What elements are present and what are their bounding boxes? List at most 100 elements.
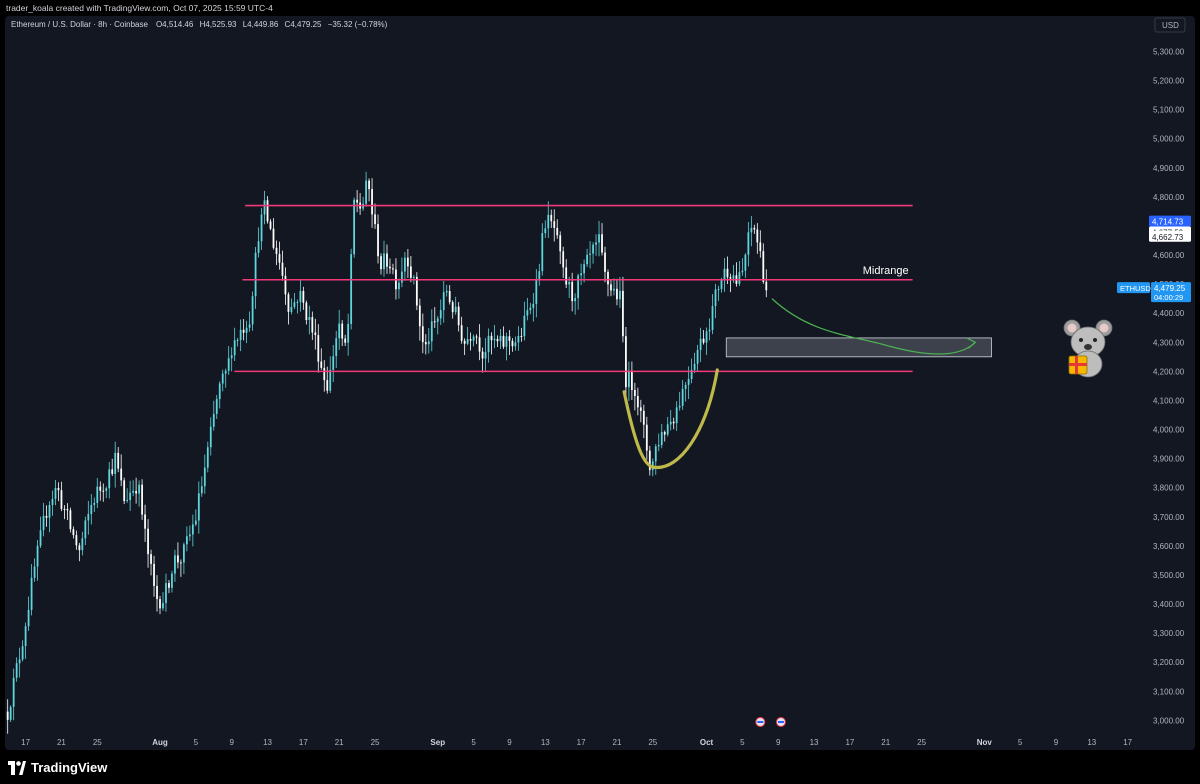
candle xyxy=(705,327,708,355)
candle xyxy=(27,596,30,631)
candle xyxy=(657,433,660,452)
candle xyxy=(454,296,457,315)
candle xyxy=(678,391,681,411)
candle xyxy=(398,278,400,299)
candle xyxy=(415,272,418,311)
close-value: C4,479.25 xyxy=(285,20,322,29)
candle xyxy=(392,263,394,275)
candle xyxy=(221,369,224,392)
candle xyxy=(365,171,367,207)
candle xyxy=(111,458,114,477)
candle xyxy=(150,549,152,576)
candle xyxy=(359,193,362,215)
candle xyxy=(371,178,373,228)
candle xyxy=(132,480,135,497)
price-tick-label: 4,200.00 xyxy=(1153,367,1185,376)
price-tick-label: 4,600.00 xyxy=(1153,251,1185,260)
price-tick-label: 3,900.00 xyxy=(1153,455,1185,464)
chart-frame[interactable]: Midrange Ethereum / U.S. Dollar · 8h · C… xyxy=(5,16,1195,750)
candle xyxy=(532,293,535,322)
cup-pattern-curve[interactable] xyxy=(622,368,719,469)
candle xyxy=(729,273,732,293)
candle xyxy=(123,477,126,505)
time-axis[interactable]: 17 21 25 Aug 5 9 13 17 21 25 Sep 5 9 13 17 21 25 Oct 5 9 13 1… xyxy=(21,738,1133,747)
candle xyxy=(209,417,212,456)
tradingview-logo[interactable]: TradingView xyxy=(8,760,107,775)
candle xyxy=(756,223,759,254)
candle xyxy=(642,404,645,439)
candle xyxy=(505,332,508,361)
candle xyxy=(583,259,585,283)
price-tick-label: 3,300.00 xyxy=(1153,629,1185,638)
currency-badge[interactable] xyxy=(1154,17,1186,33)
brand-name: TradingView xyxy=(31,760,108,775)
candle xyxy=(114,441,117,488)
price-tick-label: 4,800.00 xyxy=(1153,193,1185,202)
candle xyxy=(427,327,430,354)
candle xyxy=(84,516,87,546)
price-tick-label: 3,600.00 xyxy=(1153,542,1185,551)
candle xyxy=(15,657,18,682)
candle xyxy=(290,298,293,315)
candle xyxy=(702,329,705,345)
candle xyxy=(493,325,496,349)
candle xyxy=(156,575,158,612)
candle xyxy=(293,293,296,309)
candle xyxy=(42,502,45,537)
candle xyxy=(168,579,170,594)
time-tick-label: Sep xyxy=(430,738,445,747)
candle xyxy=(260,208,263,250)
candle xyxy=(45,505,48,527)
candle xyxy=(559,231,562,265)
event-icons[interactable] xyxy=(755,717,786,727)
candle xyxy=(424,334,427,355)
candle xyxy=(562,246,565,278)
candle xyxy=(481,347,484,373)
candle xyxy=(433,307,436,328)
credit-text: trader_koala created with TradingView.co… xyxy=(6,3,273,13)
time-tick-label: 13 xyxy=(1087,738,1096,747)
candle xyxy=(96,478,99,509)
candle xyxy=(57,482,60,502)
candle xyxy=(633,382,636,411)
candle xyxy=(332,344,335,382)
time-tick-label: Aug xyxy=(152,738,168,747)
candle xyxy=(565,259,568,289)
candle xyxy=(663,430,666,442)
candle xyxy=(630,361,633,400)
time-tick-label: 25 xyxy=(93,738,102,747)
candle xyxy=(159,595,161,615)
candle xyxy=(183,542,185,574)
economic-event-icon[interactable] xyxy=(775,717,786,727)
candle xyxy=(347,313,350,356)
candle xyxy=(616,278,618,306)
candle xyxy=(356,190,359,213)
candle xyxy=(604,246,606,283)
projection-arrow[interactable] xyxy=(771,298,976,355)
target-zone[interactable] xyxy=(725,337,992,358)
candle xyxy=(406,248,409,278)
candle xyxy=(296,299,299,314)
candle xyxy=(278,241,281,270)
candle xyxy=(693,352,696,374)
candle xyxy=(401,257,403,288)
candle xyxy=(553,209,556,242)
candle xyxy=(105,486,108,499)
candle xyxy=(353,197,356,258)
candle xyxy=(595,234,597,256)
candle xyxy=(723,258,726,292)
candle xyxy=(108,461,111,499)
chart-legend: Ethereum / U.S. Dollar · 8h · Coinbase O… xyxy=(11,20,388,29)
candle xyxy=(490,332,493,355)
candle xyxy=(628,361,630,401)
price-axis[interactable]: USD 3,000.00 3,100.00 3,200.00 3,300.00 3,40… xyxy=(1153,17,1186,725)
time-tick-label: 21 xyxy=(57,738,66,747)
candle xyxy=(714,283,717,319)
candle xyxy=(350,248,353,330)
price-chart[interactable]: Midrange Ethereum / U.S. Dollar · 8h · C… xyxy=(5,16,1195,750)
candle xyxy=(418,298,421,341)
candle xyxy=(526,297,529,321)
candle xyxy=(162,592,164,611)
candle xyxy=(475,334,478,345)
economic-event-icon[interactable] xyxy=(755,717,766,727)
